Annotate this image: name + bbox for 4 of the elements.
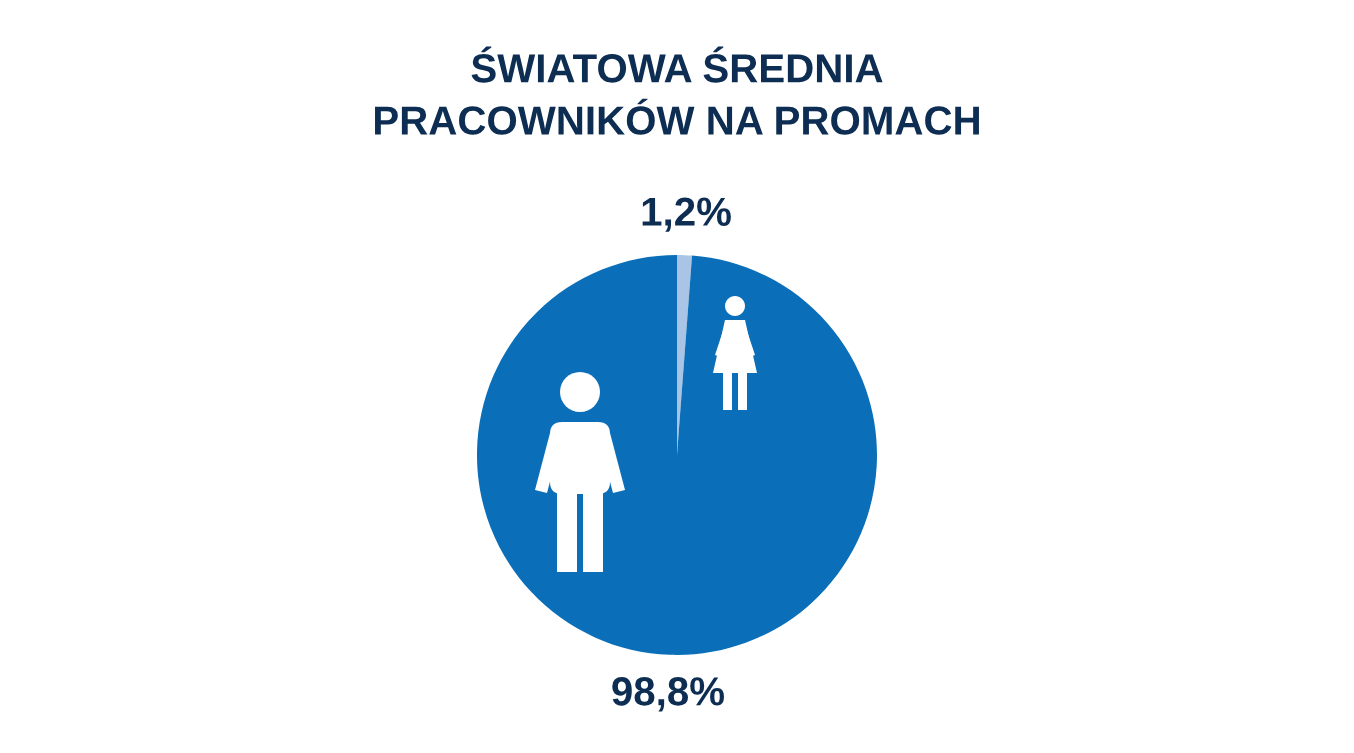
pie-slice [477,255,877,655]
chart-title: ŚWIATOWA ŚREDNIA PRACOWNIKÓW NA PROMACH [375,46,979,135]
data-label: 98,8% [612,677,724,712]
data-label: 1,2% [642,197,731,232]
